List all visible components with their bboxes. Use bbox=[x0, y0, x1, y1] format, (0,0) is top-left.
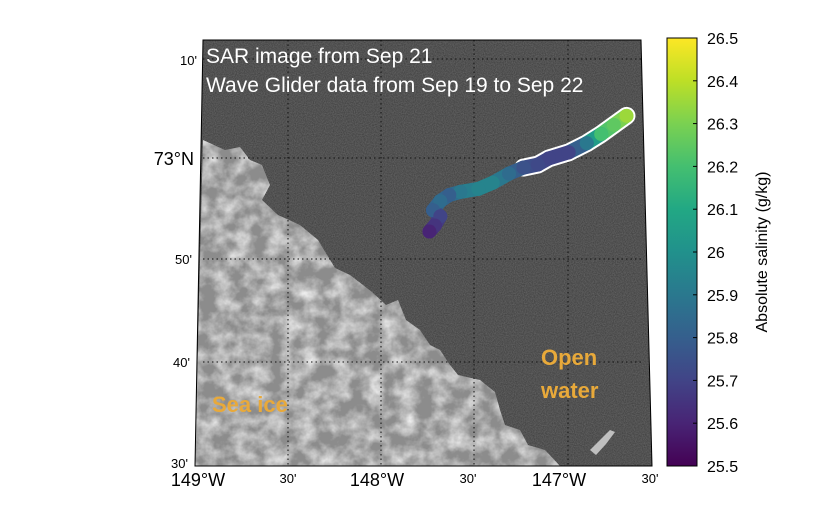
x-tick-label: 148°W bbox=[350, 470, 404, 490]
y-tick-label: 10' bbox=[180, 53, 197, 68]
sea-ice-label: Sea ice bbox=[212, 392, 288, 417]
y-tick-label: 73°N bbox=[154, 149, 194, 169]
track-point bbox=[422, 224, 437, 239]
open-water-label-line-1: Open bbox=[541, 345, 597, 370]
x-tick-label: 30' bbox=[642, 471, 659, 486]
title-line-2: Wave Glider data from Sep 19 to Sep 22 bbox=[206, 74, 583, 97]
colorbar-tick-label: 25.8 bbox=[707, 331, 738, 348]
track-point bbox=[501, 166, 516, 181]
wave-glider-track bbox=[422, 106, 636, 239]
colorbar-tick-label: 26.1 bbox=[707, 202, 738, 219]
colorbar-ticks: 25.5 25.6 25.7 25.8 25.9 26 26.1 26.2 26.3 26.4 26… bbox=[693, 31, 738, 476]
y-tick-label: 30' bbox=[171, 456, 188, 471]
colorbar-label: Absolute salinity (g/kg) bbox=[754, 172, 771, 333]
colorbar-tick-label: 25.5 bbox=[707, 459, 738, 476]
track-point bbox=[594, 127, 609, 142]
colorbar-tick-label: 26.2 bbox=[707, 159, 738, 176]
map-frame bbox=[194, 39, 653, 467]
colorbar-tick-label: 26 bbox=[707, 245, 725, 262]
track-point bbox=[606, 117, 621, 132]
colorbar-tick-label: 25.6 bbox=[707, 416, 738, 433]
y-tick-label: 50' bbox=[175, 252, 192, 267]
x-tick-label: 147°W bbox=[532, 470, 586, 490]
open-water-label-line-2: water bbox=[540, 378, 599, 403]
track-point bbox=[619, 108, 634, 123]
x-tick-label: 30' bbox=[280, 471, 297, 486]
track-point bbox=[471, 181, 486, 196]
colorbar-tick-label: 26.5 bbox=[707, 31, 738, 48]
track-point bbox=[579, 136, 594, 151]
colorbar-tick-label: 25.7 bbox=[707, 373, 738, 390]
x-axis-ticks: 149°W 30' 148°W 30' 147°W 30' bbox=[171, 470, 659, 490]
x-tick-label: 149°W bbox=[171, 470, 225, 490]
y-tick-label: 40' bbox=[173, 355, 190, 370]
track-point bbox=[485, 175, 500, 190]
track-point bbox=[561, 145, 576, 160]
track-point bbox=[516, 160, 531, 175]
y-axis-ticks: 30' 40' 50' 73°N 10' bbox=[154, 53, 197, 471]
ice-floe bbox=[590, 430, 615, 455]
grid bbox=[203, 40, 641, 466]
track-point bbox=[541, 151, 556, 166]
track-point bbox=[530, 157, 545, 172]
colorbar-tick-label: 26.4 bbox=[707, 74, 738, 91]
x-tick-label: 30' bbox=[460, 471, 477, 486]
title-line-1: SAR image from Sep 21 bbox=[206, 45, 432, 68]
colorbar bbox=[666, 37, 698, 467]
track-point bbox=[453, 184, 468, 199]
colorbar-tick-label: 26.3 bbox=[707, 117, 738, 134]
colorbar-tick-label: 25.9 bbox=[707, 288, 738, 305]
